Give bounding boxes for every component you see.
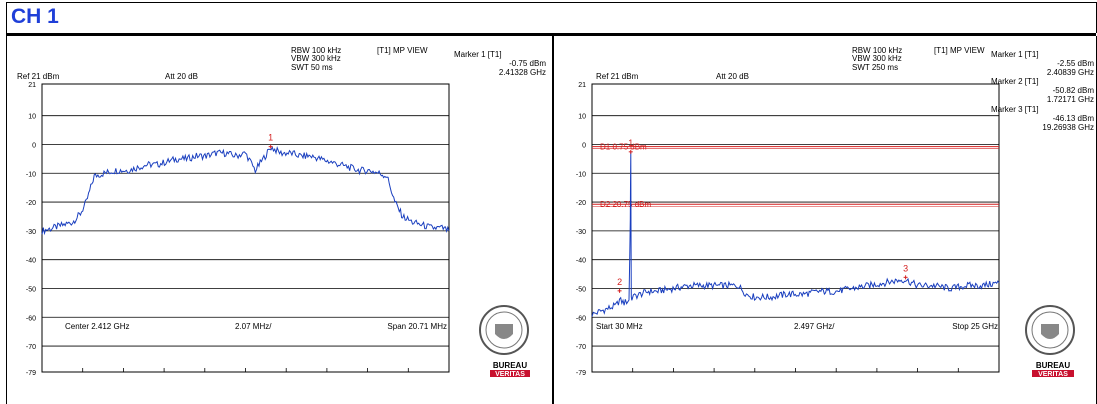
vbw-label: VBW 300 kHz (852, 54, 902, 63)
y-tick-label: -60 (26, 315, 36, 322)
marker-1-title: Marker 1 [T1] (454, 50, 502, 59)
header-divider (6, 33, 1096, 36)
marker-3-frequency: 19.26938 GHz (1042, 123, 1094, 132)
trace-line (41, 145, 450, 236)
y-tick-label: -20 (26, 200, 36, 207)
bureau-veritas-seal-icon: BUREAU VERITAS (479, 305, 530, 378)
svg-text:BUREAU: BUREAU (493, 361, 527, 370)
marker-2-frequency: 1.72171 GHz (1046, 95, 1094, 104)
bureau-veritas-logo: BUREAU VERITAS (474, 300, 534, 384)
svg-text:BUREAU: BUREAU (1036, 361, 1070, 370)
footer-span: Span 20.71 MHz (387, 322, 447, 331)
trace-view-label: [T1] MP VIEW (377, 46, 428, 55)
y-tick-label: -79 (26, 370, 36, 377)
reference-level: Ref 21 dBm (17, 72, 60, 81)
y-tick-label: 21 (28, 82, 36, 89)
marker-label: 1 (268, 133, 273, 143)
marker-2-title: Marker 2 [T1] (991, 77, 1039, 86)
rbw-label: RBW 100 kHz (291, 46, 342, 55)
reference-level: Ref 21 dBm (596, 72, 639, 81)
marker-1-level: -0.75 dBm (509, 59, 546, 68)
attenuation: Att 20 dB (165, 72, 198, 81)
marker-1-frequency: 2.40839 GHz (1046, 68, 1094, 77)
y-tick-label: 10 (28, 114, 36, 121)
marker-1-level: -2.55 dBm (1057, 59, 1094, 68)
y-tick-label: -70 (26, 344, 36, 351)
footer-center-frequency: Center 2.412 GHz (65, 322, 130, 331)
svg-text:VERITAS: VERITAS (495, 371, 525, 378)
channel-title: CH 1 (11, 5, 59, 28)
vbw-label: VBW 300 kHz (291, 54, 341, 63)
swt-label: SWT 250 ms (852, 63, 899, 72)
channel-header: CH 1 (6, 2, 1097, 33)
rbw-label: RBW 100 kHz (852, 46, 903, 55)
y-tick-label: -50 (26, 286, 36, 293)
swt-label: SWT 50 ms (291, 63, 333, 72)
trace-view-label: [T1] MP VIEW (934, 46, 985, 55)
svg-text:VERITAS: VERITAS (1038, 371, 1068, 378)
y-tick-label: 0 (32, 142, 36, 149)
bureau-veritas-seal-icon: BUREAU VERITAS (1025, 305, 1075, 378)
marker-3-title: Marker 3 [T1] (991, 105, 1039, 114)
marker-3-level: -46.13 dBm (1052, 114, 1094, 123)
marker-2-level: -50.82 dBm (1052, 86, 1094, 95)
plot-frame (41, 83, 450, 373)
spectrum-panel-1: RBW 100 kHz VBW 300 kHz SWT 50 ms [T1] M… (6, 36, 553, 404)
footer-division: 2.07 MHz/ (235, 322, 272, 331)
y-tick-label: -10 (26, 171, 36, 178)
y-tick-label: -30 (26, 229, 36, 236)
bureau-veritas-logo: BUREAU VERITAS (1020, 300, 1080, 384)
y-tick-label: -40 (26, 258, 36, 265)
attenuation: Att 20 dB (716, 72, 749, 81)
marker-1-title: Marker 1 [T1] (991, 50, 1039, 59)
marker-1-frequency: 2.41328 GHz (498, 68, 546, 77)
